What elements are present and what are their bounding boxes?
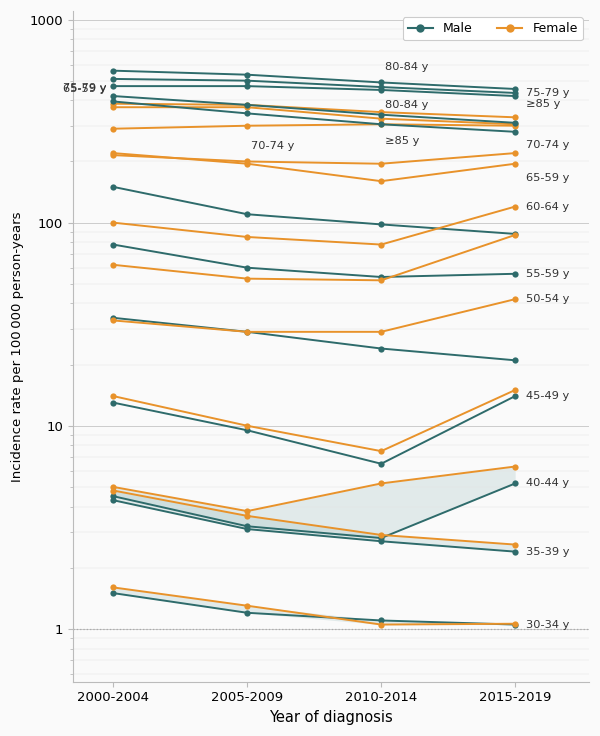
Text: ≥85 y: ≥85 y xyxy=(526,99,560,110)
Text: 40-44 y: 40-44 y xyxy=(526,478,569,489)
Text: 35-39 y: 35-39 y xyxy=(526,547,569,556)
Text: 80-84 y: 80-84 y xyxy=(385,100,428,110)
Y-axis label: Incidence rate per 100 000 person-years: Incidence rate per 100 000 person-years xyxy=(11,211,24,481)
Text: 55-59 y: 55-59 y xyxy=(526,269,569,279)
Text: 75-79 y: 75-79 y xyxy=(526,88,569,98)
Text: 70-74 y: 70-74 y xyxy=(526,141,569,150)
Text: 60-64 y: 60-64 y xyxy=(526,202,569,211)
Text: 30-34 y: 30-34 y xyxy=(526,620,569,629)
Text: 50-54 y: 50-54 y xyxy=(526,294,569,304)
Text: 75-79 y: 75-79 y xyxy=(63,82,107,93)
Text: ≥85 y: ≥85 y xyxy=(385,135,419,146)
Text: 45-49 y: 45-49 y xyxy=(526,391,569,401)
Text: 80-84 y: 80-84 y xyxy=(385,62,428,71)
X-axis label: Year of diagnosis: Year of diagnosis xyxy=(269,710,393,725)
Text: 65-59 y: 65-59 y xyxy=(526,173,569,183)
Legend: Male, Female: Male, Female xyxy=(403,18,583,40)
Text: 70-74 y: 70-74 y xyxy=(251,141,295,152)
Text: 65-59 y: 65-59 y xyxy=(63,85,107,94)
